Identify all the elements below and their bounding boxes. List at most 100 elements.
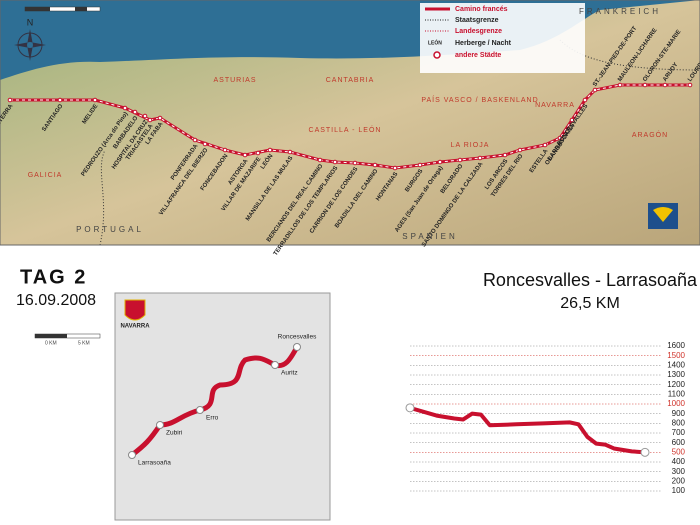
place-dot [417,162,423,168]
town-dot [271,361,279,369]
place-dot [457,157,463,163]
place-dot [582,97,588,103]
place-dot [502,152,508,158]
inset-region: NAVARRA [120,324,150,330]
y-tick-label: 300 [672,467,686,476]
y-tick-label: 1100 [668,389,686,398]
place-dot [132,109,138,115]
scale-label: 0 KM [45,340,57,346]
legend-label: Staatsgrenze [455,17,499,24]
region-label: PAÍS VASCO / BASKENLAND [421,95,538,104]
region-label: CASTILLA - LEÓN [309,125,382,134]
y-tick-label: 1600 [667,341,685,350]
town-dot [156,421,164,429]
town-label: Roncesvalles [278,334,317,341]
y-tick-label: 1200 [667,380,685,389]
place-dot [517,147,523,153]
y-tick-label: 500 [672,447,686,456]
place-dot [317,157,323,163]
place-dot [557,135,563,141]
endpoint [405,403,415,413]
y-tick-label: 400 [672,457,686,466]
place-dot [332,159,338,165]
place-dot [255,150,261,156]
place-dot [147,117,153,123]
y-tick-label: 1500 [667,351,685,360]
country-label: SPANIEN [402,232,458,241]
place-dot [7,97,13,103]
border [559,39,700,71]
town-dot [128,451,136,459]
region-label: ARAGÓN [632,130,668,139]
elevation-line [409,405,646,455]
y-tick-label: 700 [672,428,686,437]
day-title: TAG 2 [20,266,87,288]
town-label: Auritz [281,370,298,377]
endpoint [640,447,650,457]
y-tick-label: 100 [672,486,686,495]
compass-label: N [27,17,34,27]
day-date: 16.09.2008 [16,292,96,309]
y-tick-label: 1400 [667,360,685,369]
country-label: PORTUGAL [76,225,144,234]
place-dot [642,82,648,88]
legend-swatch [433,51,441,59]
place-dot [222,147,228,153]
y-tick-label: 900 [672,409,686,418]
town-dot [293,343,301,351]
town-dot [196,406,204,414]
y-tick-label: 200 [672,476,686,485]
place-dot [477,155,483,161]
legend-label: Landesgrenze [455,28,502,35]
place-dot [569,117,575,123]
place-dot [242,152,248,158]
elevation-chart: 1002003004005006007008009001000110012001… [405,341,686,495]
place-dot [57,97,63,103]
place-dot [287,149,293,155]
shell-icon [648,203,678,229]
place-dot [592,87,598,93]
place-dot [542,142,548,148]
place-dot [157,115,163,121]
town-label: Larrasoaña [138,460,171,467]
place-dot [267,147,273,153]
border [99,149,106,246]
compass: N [14,17,46,61]
place-dot [687,82,693,88]
y-tick-label: 1300 [667,370,685,379]
legend-label: andere Städte [455,52,501,59]
town-label: Zubiri [166,430,182,437]
legend-label: Camino francés [455,6,508,13]
inset-towns: Roncesvalles Auritz Erro Zubiri Larrasoaña [128,334,317,467]
place-dot [437,159,443,165]
stage-title: Roncesvalles - Larrasoaña [483,270,698,290]
place-dot [617,82,623,88]
place-dot [192,137,198,143]
scale-top [24,6,101,12]
town-label: Erro [206,415,219,422]
stage-distance: 26,5 KM [560,295,620,312]
place-dot [372,162,378,168]
place-dot [392,165,398,171]
y-tick-label: 800 [672,418,686,427]
place-dot [352,160,358,166]
scale-bar [35,334,67,338]
region-label: GALICIA [28,172,63,179]
place-dot [122,105,128,111]
place-dot [662,82,668,88]
region-label: ASTURIAS [213,77,256,84]
scale-label: 5 KM [78,340,90,346]
region-label: NAVARRA [535,102,575,109]
country-label: FRANKREICH [579,7,661,16]
place-dot [92,97,98,103]
y-tick-label: 600 [672,438,686,447]
region-label: LA RIOJA [451,142,490,149]
region-label: CANTABRIA [326,77,375,84]
y-tick-label: 1000 [667,399,685,408]
legend-label: Herberge / Nacht [455,40,512,47]
legend: Camino francés Staatsgrenze Landesgrenze LE… [420,3,585,73]
inset-map: NAVARRA [114,292,331,521]
place-dot [202,141,208,147]
map-frame [0,0,700,246]
